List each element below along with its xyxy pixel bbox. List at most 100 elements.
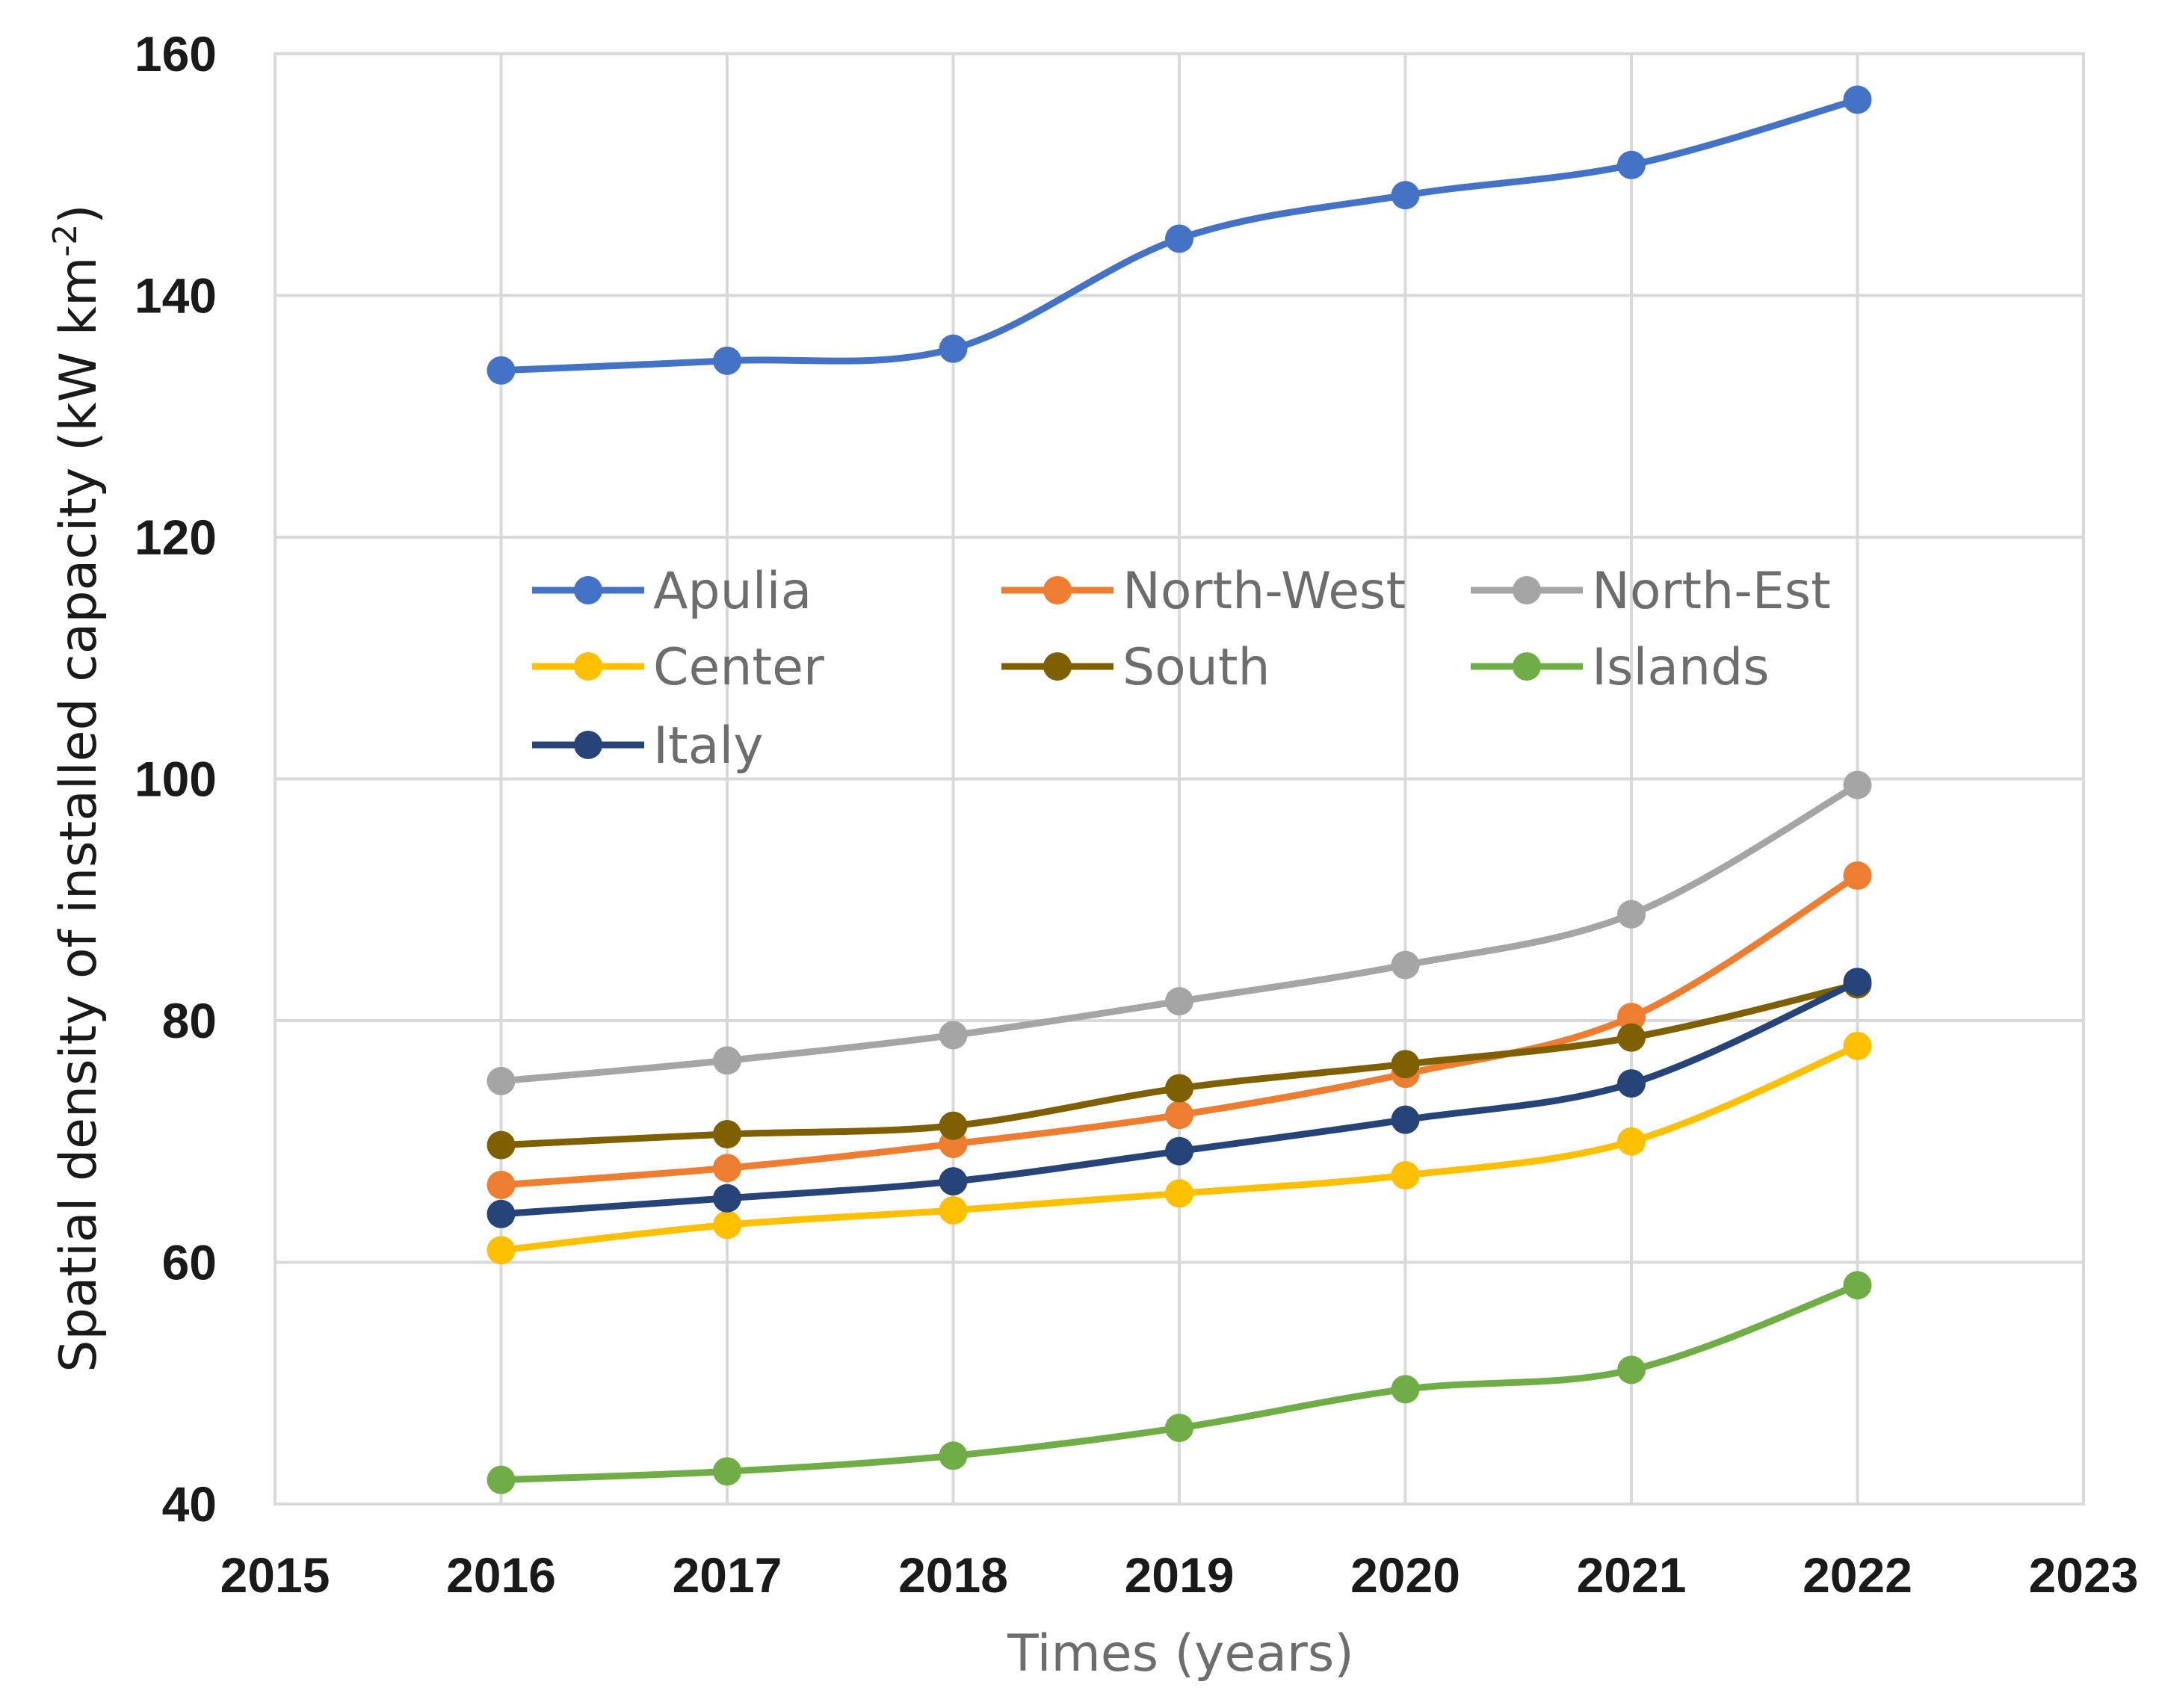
x-tick-label: 2015 [220, 1547, 330, 1603]
data-point [1843, 770, 1872, 799]
y-tick-label: 100 [135, 752, 217, 807]
legend-label: Italy [653, 717, 764, 776]
legend-item: South [1001, 638, 1270, 697]
data-point [1391, 1105, 1420, 1134]
x-tick-label: 2018 [898, 1547, 1008, 1603]
data-point [1165, 1414, 1193, 1443]
y-axis-title: Spatial density of installed capacity (k… [46, 204, 108, 1372]
y-axis-title-close: ) [49, 204, 108, 224]
data-point [1617, 1127, 1646, 1156]
series-apulia [487, 85, 1872, 385]
data-point [487, 1465, 516, 1494]
data-point [1617, 150, 1646, 179]
plot-area-frame [274, 52, 2085, 1506]
data-point [713, 1154, 741, 1183]
data-point [939, 1167, 968, 1196]
legend-marker [1513, 652, 1541, 681]
y-tick-label: 60 [162, 1235, 217, 1290]
data-point [713, 1210, 741, 1240]
data-point [1391, 1375, 1420, 1404]
legend-label: Islands [1592, 638, 1770, 697]
y-tick-label: 140 [135, 268, 217, 324]
data-point [487, 1130, 516, 1160]
data-point [1165, 1136, 1193, 1166]
legend-item: Islands [1471, 638, 1770, 697]
data-point [1391, 1050, 1420, 1079]
data-point [487, 1066, 516, 1095]
series-italy [487, 968, 1872, 1228]
legend-label: Apulia [653, 562, 812, 621]
data-point [1617, 1023, 1646, 1052]
data-point [939, 1195, 968, 1225]
data-point [487, 1236, 516, 1265]
legend-item: Apulia [532, 562, 812, 621]
data-point [1165, 987, 1193, 1016]
data-point [1165, 1179, 1193, 1208]
legend-item: North-Est [1471, 562, 1831, 621]
legend-item: Italy [532, 717, 764, 776]
x-tick-label: 2023 [2029, 1547, 2139, 1603]
gridlines [274, 52, 2085, 1506]
data-point [939, 1111, 968, 1140]
y-axis-title-main: Spatial density of installed capacity (k… [49, 257, 108, 1373]
data-point [1617, 1355, 1646, 1384]
x-axis-title: Times (years) [1007, 1624, 1354, 1683]
legend-label: North-Est [1592, 562, 1831, 621]
data-point [713, 1457, 741, 1486]
series-north-est [487, 770, 1872, 1095]
legend-label: North-West [1122, 562, 1406, 621]
data-point [713, 1046, 741, 1075]
data-point [487, 356, 516, 385]
y-tick-label: 160 [135, 26, 217, 81]
legend-marker [574, 576, 602, 604]
data-point [1843, 861, 1872, 890]
data-point [1617, 1003, 1646, 1032]
data-point [1617, 1069, 1646, 1098]
data-point [487, 1199, 516, 1228]
data-point [1391, 950, 1420, 980]
legend-label: South [1122, 638, 1270, 697]
data-point [713, 1120, 741, 1149]
data-point [1391, 1161, 1420, 1190]
x-tick-label: 2022 [1803, 1547, 1912, 1603]
data-point [1843, 968, 1872, 997]
series-center [487, 1031, 1872, 1265]
legend-marker [574, 652, 602, 681]
x-tick-label: 2016 [446, 1547, 556, 1603]
data-point [939, 1021, 968, 1050]
y-axis-ticks: 40 60 80 100 120 140 160 [135, 26, 217, 1532]
legend-item: Center [532, 638, 824, 697]
data-point [1843, 1271, 1872, 1300]
y-tick-label: 120 [135, 510, 217, 565]
data-point [1843, 85, 1872, 114]
legend-marker [1513, 576, 1541, 604]
y-tick-label: 40 [162, 1476, 217, 1532]
x-tick-label: 2017 [673, 1547, 782, 1603]
data-point [1617, 900, 1646, 929]
data-point [939, 1441, 968, 1470]
data-point [1391, 181, 1420, 210]
data-point [1165, 1074, 1193, 1103]
series-group [487, 85, 1872, 1494]
x-tick-label: 2019 [1125, 1547, 1235, 1603]
data-point [1165, 224, 1193, 253]
y-tick-label: 80 [162, 993, 217, 1048]
series-islands [487, 1271, 1872, 1494]
legend-marker [574, 731, 602, 759]
legend-item: North-West [1001, 562, 1406, 621]
data-point [939, 334, 968, 363]
data-point [713, 346, 741, 375]
y-axis-title-superscript: -2 [46, 224, 84, 257]
x-axis-ticks: 2015 2016 2017 2018 2019 2020 2021 2022 2023 [220, 1547, 2139, 1603]
legend-marker [1043, 652, 1072, 681]
legend-label: Center [653, 638, 824, 697]
data-point [713, 1183, 741, 1213]
x-tick-label: 2020 [1350, 1547, 1460, 1603]
data-point [1165, 1101, 1193, 1130]
legend: Apulia North-West North-Est Center South Isla… [532, 562, 1831, 776]
x-tick-label: 2021 [1577, 1547, 1687, 1603]
data-point [487, 1170, 516, 1199]
legend-marker [1043, 576, 1072, 604]
data-point [1843, 1031, 1872, 1060]
